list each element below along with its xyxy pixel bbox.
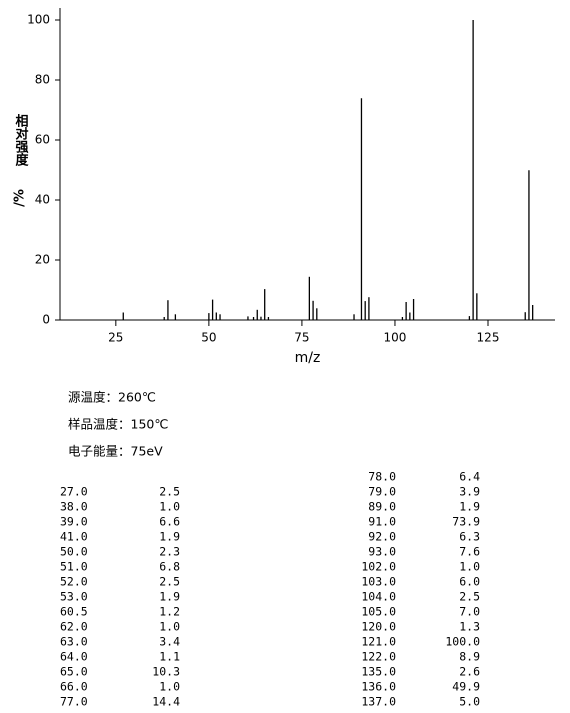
mz-cell: 120.0 xyxy=(361,620,396,634)
y-tick-label: 40 xyxy=(35,193,50,207)
info-line: 源温度：260℃ xyxy=(68,390,156,405)
y-tick-label: 100 xyxy=(27,13,50,27)
intensity-cell: 7.0 xyxy=(459,605,480,619)
y-axis-unit: /% xyxy=(13,189,28,207)
intensity-cell: 1.0 xyxy=(159,500,180,514)
mz-cell: 91.0 xyxy=(368,515,396,529)
x-tick-label: 100 xyxy=(384,331,407,345)
mz-cell: 53.0 xyxy=(60,590,88,604)
mz-cell: 52.0 xyxy=(60,575,88,589)
intensity-cell: 14.4 xyxy=(152,695,180,709)
y-tick-label: 60 xyxy=(35,133,50,147)
mz-cell: 135.0 xyxy=(361,665,396,679)
intensity-cell: 3.4 xyxy=(159,635,180,649)
mz-cell: 64.0 xyxy=(60,650,88,664)
y-tick-label: 0 xyxy=(42,313,50,327)
x-tick-label: 50 xyxy=(201,331,216,345)
intensity-cell: 6.8 xyxy=(159,560,180,574)
mz-cell: 103.0 xyxy=(361,575,396,589)
intensity-cell: 1.3 xyxy=(459,620,480,634)
mz-cell: 60.5 xyxy=(60,605,88,619)
intensity-cell: 5.0 xyxy=(459,695,480,709)
mz-cell: 50.0 xyxy=(60,545,88,559)
mz-cell: 65.0 xyxy=(60,665,88,679)
mz-cell: 104.0 xyxy=(361,590,396,604)
intensity-cell: 2.6 xyxy=(459,665,480,679)
x-axis-label: m/z xyxy=(295,350,321,366)
mz-cell: 39.0 xyxy=(60,515,88,529)
intensity-cell: 1.2 xyxy=(159,605,180,619)
intensity-cell: 1.9 xyxy=(159,590,180,604)
intensity-cell: 1.0 xyxy=(459,560,480,574)
x-tick-label: 75 xyxy=(294,331,309,345)
intensity-cell: 1.1 xyxy=(159,650,180,664)
mz-cell: 92.0 xyxy=(368,530,396,544)
intensity-cell: 6.3 xyxy=(459,530,480,544)
intensity-cell: 2.5 xyxy=(159,485,180,499)
mz-cell: 38.0 xyxy=(60,500,88,514)
intensity-cell: 1.0 xyxy=(159,620,180,634)
intensity-cell: 8.9 xyxy=(459,650,480,664)
intensity-cell: 1.9 xyxy=(159,530,180,544)
mz-cell: 78.0 xyxy=(368,470,396,484)
mz-cell: 136.0 xyxy=(361,680,396,694)
mz-cell: 105.0 xyxy=(361,605,396,619)
mz-cell: 66.0 xyxy=(60,680,88,694)
mz-cell: 27.0 xyxy=(60,485,88,499)
mz-cell: 77.0 xyxy=(60,695,88,709)
intensity-cell: 10.3 xyxy=(152,665,180,679)
mz-cell: 102.0 xyxy=(361,560,396,574)
mz-cell: 93.0 xyxy=(368,545,396,559)
x-tick-label: 25 xyxy=(108,331,123,345)
mz-cell: 62.0 xyxy=(60,620,88,634)
intensity-cell: 6.0 xyxy=(459,575,480,589)
mz-cell: 63.0 xyxy=(60,635,88,649)
intensity-cell: 6.6 xyxy=(159,515,180,529)
mz-cell: 137.0 xyxy=(361,695,396,709)
intensity-cell: 100.0 xyxy=(445,635,480,649)
intensity-cell: 2.5 xyxy=(159,575,180,589)
y-tick-label: 20 xyxy=(35,253,50,267)
mz-cell: 51.0 xyxy=(60,560,88,574)
intensity-cell: 7.6 xyxy=(459,545,480,559)
mz-cell: 89.0 xyxy=(368,500,396,514)
x-tick-label: 125 xyxy=(477,331,500,345)
mz-cell: 41.0 xyxy=(60,530,88,544)
intensity-cell: 1.9 xyxy=(459,500,480,514)
intensity-cell: 2.5 xyxy=(459,590,480,604)
mz-cell: 122.0 xyxy=(361,650,396,664)
y-axis-label: 相对强度 xyxy=(13,113,29,167)
mz-cell: 121.0 xyxy=(361,635,396,649)
intensity-cell: 6.4 xyxy=(459,470,480,484)
intensity-cell: 1.0 xyxy=(159,680,180,694)
intensity-cell: 73.9 xyxy=(452,515,480,529)
intensity-cell: 3.9 xyxy=(459,485,480,499)
intensity-cell: 2.3 xyxy=(159,545,180,559)
info-line: 样品温度：150℃ xyxy=(68,417,168,432)
info-line: 电子能量：75eV xyxy=(68,444,163,459)
intensity-cell: 49.9 xyxy=(452,680,480,694)
mz-cell: 79.0 xyxy=(368,485,396,499)
y-tick-label: 80 xyxy=(35,73,50,87)
